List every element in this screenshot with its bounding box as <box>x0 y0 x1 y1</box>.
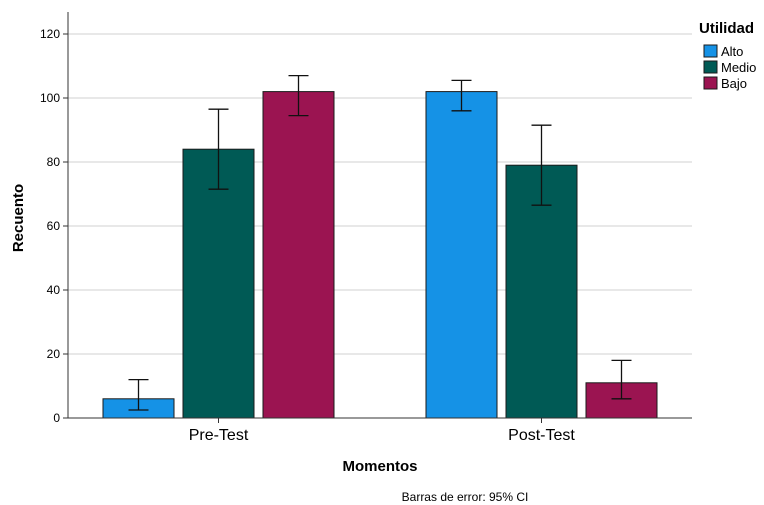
legend-label-alto: Alto <box>721 44 743 59</box>
bar-medio-pre-test <box>182 148 255 419</box>
bar-bajo-pre-test <box>262 91 335 419</box>
legend-swatch-alto <box>703 44 718 58</box>
legend-label-medio: Medio <box>721 60 756 75</box>
y-tick-label: 100 <box>40 91 60 105</box>
error-bars <box>128 74 632 411</box>
error-bar-footnote: Barras de error: 95% CI <box>402 490 529 504</box>
gridlines <box>68 33 692 355</box>
y-tick-label: 0 <box>53 411 60 425</box>
bars <box>102 91 658 419</box>
y-tick-label: 60 <box>47 219 61 233</box>
legend-swatch-medio <box>703 60 718 74</box>
x-axis-title: Momentos <box>343 458 418 475</box>
legend-label-bajo: Bajo <box>721 76 747 91</box>
x-tick-label: Pre-Test <box>189 427 249 444</box>
y-axis: 0 20 40 60 80 100 120 <box>40 12 69 425</box>
legend-swatch-bajo <box>703 76 718 90</box>
x-tick-label: Post-Test <box>508 427 575 444</box>
legend-title: Utilidad <box>699 20 754 37</box>
bar-medio-post-test <box>505 164 578 419</box>
x-axis: Pre-Test Post-Test <box>68 417 692 444</box>
bar-alto-post-test <box>425 91 498 419</box>
y-tick-label: 40 <box>47 283 61 297</box>
y-tick-label: 120 <box>40 27 60 41</box>
y-tick-label: 80 <box>47 155 61 169</box>
y-axis-title: Recuento <box>10 184 27 252</box>
y-tick-label: 20 <box>47 347 61 361</box>
